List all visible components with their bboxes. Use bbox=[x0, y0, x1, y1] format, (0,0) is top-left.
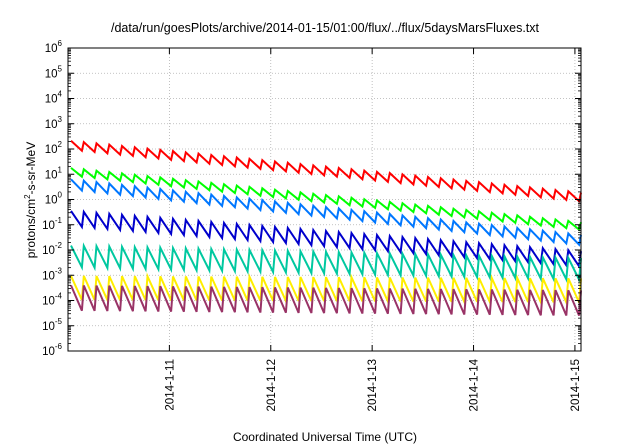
y-axis-label: protons/cm2-s-sr-MeV bbox=[23, 142, 38, 258]
y-tick-label: 101 bbox=[45, 165, 63, 181]
y-axis-label-rest: -s-sr-MeV bbox=[24, 142, 38, 195]
y-axis-label-base: protons/cm bbox=[24, 199, 38, 258]
series-line-5 bbox=[70, 242, 582, 284]
y-tick-label: 104 bbox=[45, 90, 63, 106]
series-line-7 bbox=[70, 285, 582, 316]
x-tick-label: 2014-1-12 bbox=[266, 359, 278, 411]
series-line-2 bbox=[70, 167, 582, 232]
x-tick-label: 2014-1-15 bbox=[570, 359, 582, 411]
y-tick-label: 10-2 bbox=[42, 241, 62, 257]
y-tick-label: 10-6 bbox=[42, 342, 62, 358]
y-tick-label: 103 bbox=[45, 115, 63, 131]
y-tick-label: 10-4 bbox=[42, 292, 62, 308]
y-tick-label: 10-1 bbox=[42, 216, 62, 232]
y-tick-label: 10-3 bbox=[42, 266, 62, 282]
series-lines bbox=[70, 140, 582, 316]
series-line-4 bbox=[70, 209, 582, 270]
y-tick-label: 105 bbox=[45, 64, 63, 80]
x-tick-label: 2014-1-13 bbox=[367, 359, 379, 411]
grid-lines bbox=[68, 48, 581, 351]
y-tick-label: 106 bbox=[45, 39, 63, 55]
x-tick-label: 2014-1-14 bbox=[469, 358, 481, 411]
y-tick-label: 102 bbox=[45, 140, 63, 156]
series-line-1 bbox=[70, 140, 582, 204]
y-axis-label-sup: 2 bbox=[23, 194, 32, 199]
y-tick-label: 100 bbox=[45, 191, 63, 207]
x-tick-label: 2014-1-11 bbox=[164, 359, 176, 411]
chart-title: /data/run/goesPlots/archive/2014-01-15/0… bbox=[111, 21, 540, 35]
axis-ticks: 10-6 10-5 10-4 10-3 10-2 10-1 100 101 102 103 104 1… bbox=[42, 39, 582, 411]
x-axis-label: Coordinated Universal Time (UTC) bbox=[233, 430, 417, 444]
series-line-3 bbox=[70, 178, 582, 247]
y-tick-label: 10-5 bbox=[42, 317, 62, 333]
